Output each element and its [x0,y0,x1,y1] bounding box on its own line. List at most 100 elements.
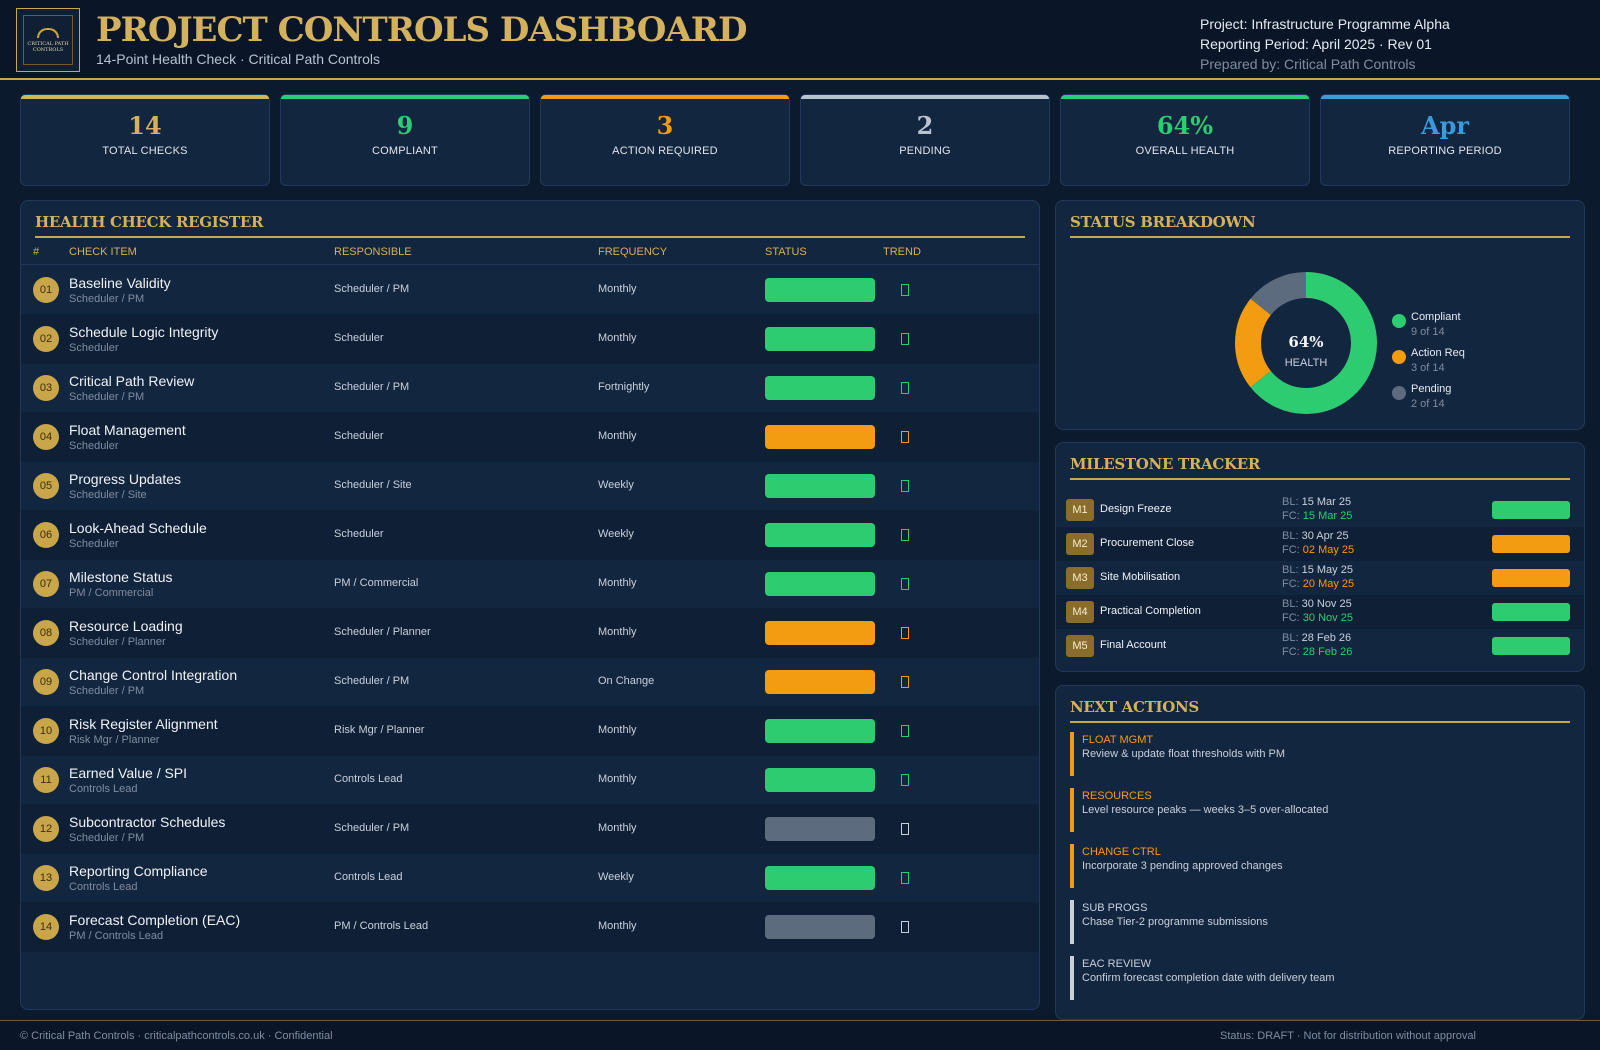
check-item-owner: Scheduler [69,538,119,550]
prepared-by: Prepared by: Critical Path Controls [1200,56,1416,72]
column-header-check-item[interactable]: CHECK ITEM [69,246,137,258]
milestone-name: Site Mobilisation [1100,571,1181,583]
action-category: FLOAT MGMT [1082,734,1154,746]
forecast-date: 30 Nov 25 [1302,612,1353,624]
milestone-row[interactable]: M2 Procurement Close BL: 30 Apr 25 FC: 02 M… [1056,527,1584,561]
table-row[interactable]: 10 Risk Register Alignment Risk Mgr / Plan… [21,706,1039,756]
check-number-badge: 05 [33,473,59,499]
status-indicator [765,621,875,645]
column-header-trend[interactable]: TREND [883,246,921,258]
check-item-name: Earned Value / SPI [69,765,188,781]
kpi-value: 3 [656,111,674,140]
header: CRITICAL PATH CONTROLS PROJECT CONTROLS … [0,0,1600,80]
action-description: Chase Tier-2 programme submissions [1082,916,1268,928]
responsible-cell: Scheduler [334,528,384,540]
baseline-prefix: BL: [1282,632,1299,644]
responsible-cell: Risk Mgr / Planner [334,724,425,736]
table-row[interactable]: 07 Milestone Status PM / Commercial PM / Co… [21,559,1039,609]
table-row[interactable]: 03 Critical Path Review Scheduler / PM Sche… [21,363,1039,413]
action-item[interactable]: SUB PROGS Chase Tier-2 programme submissi… [1070,900,1570,944]
kpi-accent-bar [1321,95,1569,99]
trend-icon [901,284,909,296]
forecast-prefix: FC: [1282,646,1300,658]
milestone-code-badge: M2 [1066,533,1094,555]
check-number-badge: 10 [33,718,59,744]
table-row[interactable]: 04 Float Management Scheduler Scheduler Mont… [21,412,1039,462]
status-indicator [765,719,875,743]
status-indicator [765,866,875,890]
page-title: PROJECT CONTROLS DASHBOARD [96,10,748,50]
check-item-name: Look-Ahead Schedule [69,520,207,536]
kpi-total-checks: 14 TOTAL CHECKS [20,94,270,186]
company-logo: CRITICAL PATH CONTROLS [16,8,80,72]
action-item[interactable]: FLOAT MGMT Review & update float threshol… [1070,732,1570,776]
check-number-badge: 08 [33,620,59,646]
action-item[interactable]: EAC REVIEW Confirm forecast completion da… [1070,956,1570,1000]
table-row[interactable]: 05 Progress Updates Scheduler / Site Schedu… [21,461,1039,511]
table-header: # CHECK ITEM RESPONSIBLE FREQUENCY STATU… [21,241,1039,265]
check-item-owner: Scheduler [69,440,119,452]
milestone-baseline: BL: 30 Apr 25 [1282,530,1349,542]
check-item-name: Risk Register Alignment [69,716,218,732]
column-header-number[interactable]: # [33,246,40,258]
table-row[interactable]: 09 Change Control Integration Scheduler / … [21,657,1039,707]
milestone-row[interactable]: M1 Design Freeze BL: 15 Mar 25 FC: 15 Mar 2… [1056,493,1584,527]
table-row[interactable]: 01 Baseline Validity Scheduler / PM Schedul… [21,265,1039,315]
responsible-cell: Scheduler [334,430,384,442]
baseline-date: 30 Nov 25 [1301,598,1352,610]
kpi-accent-bar [281,95,529,99]
table-row[interactable]: 12 Subcontractor Schedules Scheduler / PM S… [21,804,1039,854]
table-row[interactable]: 11 Earned Value / SPI Controls Lead Control… [21,755,1039,805]
baseline-prefix: BL: [1282,598,1299,610]
forecast-prefix: FC: [1282,544,1300,556]
action-priority-bar [1070,900,1074,944]
panel-divider [35,236,1025,238]
table-row[interactable]: 02 Schedule Logic Integrity Scheduler Sched… [21,314,1039,364]
kpi-accent-bar [1061,95,1309,99]
footer-copyright: © Critical Path Controls · criticalpathc… [20,1030,333,1042]
table-row[interactable]: 06 Look-Ahead Schedule Scheduler Scheduler W… [21,510,1039,560]
milestone-baseline: BL: 15 May 25 [1282,564,1353,576]
frequency-cell: Monthly [598,283,637,295]
action-description: Review & update float thresholds with PM [1082,748,1285,760]
action-item[interactable]: CHANGE CTRL Incorporate 3 pending approve… [1070,844,1570,888]
status-indicator [765,278,875,302]
panel-title: HEALTH CHECK REGISTER [35,213,264,231]
check-item-owner: Controls Lead [69,783,138,795]
check-number-badge: 03 [33,375,59,401]
check-number-badge: 13 [33,865,59,891]
column-header-frequency[interactable]: FREQUENCY [598,246,668,258]
footer-status: Status: DRAFT · Not for distribution wit… [1220,1030,1476,1042]
milestone-row[interactable]: M5 Final Account BL: 28 Feb 26 FC: 28 Feb 2… [1056,629,1584,663]
table-row[interactable]: 08 Resource Loading Scheduler / Planner Sch… [21,608,1039,658]
panel-title: MILESTONE TRACKER [1070,455,1261,473]
logo-text: CRITICAL PATH CONTROLS [27,40,69,53]
column-header-status[interactable]: STATUS [765,246,807,258]
status-indicator [765,327,875,351]
check-item-owner: Scheduler / PM [69,685,145,697]
milestone-row[interactable]: M3 Site Mobilisation BL: 15 May 25 FC: 20 M… [1056,561,1584,595]
trend-icon [901,333,909,345]
milestone-status-bar [1492,535,1570,553]
column-header-responsible[interactable]: RESPONSIBLE [334,246,412,258]
milestone-name: Practical Completion [1100,605,1201,617]
frequency-cell: On Change [598,675,655,687]
milestone-code-badge: M1 [1066,499,1094,521]
trend-icon [901,627,909,639]
check-number-badge: 11 [33,767,59,793]
trend-icon [901,480,909,492]
milestone-baseline: BL: 30 Nov 25 [1282,598,1352,610]
legend-dot [1392,350,1406,364]
project-info: Project: Infrastructure Programme Alpha … [1200,14,1450,74]
trend-icon [901,676,909,688]
panel-title: STATUS BREAKDOWN [1070,213,1256,231]
table-row[interactable]: 14 Forecast Completion (EAC) PM / Controls… [21,902,1039,952]
kpi-value: 2 [916,111,934,140]
check-number-badge: 06 [33,522,59,548]
legend-count: 9 of 14 [1411,326,1445,338]
milestone-row[interactable]: M4 Practical Completion BL: 30 Nov 25 FC: 3… [1056,595,1584,629]
table-row[interactable]: 13 Reporting Compliance Controls Lead Contr… [21,853,1039,903]
action-item[interactable]: RESOURCES Level resource peaks — weeks 3–… [1070,788,1570,832]
check-number-badge: 04 [33,424,59,450]
panel-divider [1070,478,1570,480]
